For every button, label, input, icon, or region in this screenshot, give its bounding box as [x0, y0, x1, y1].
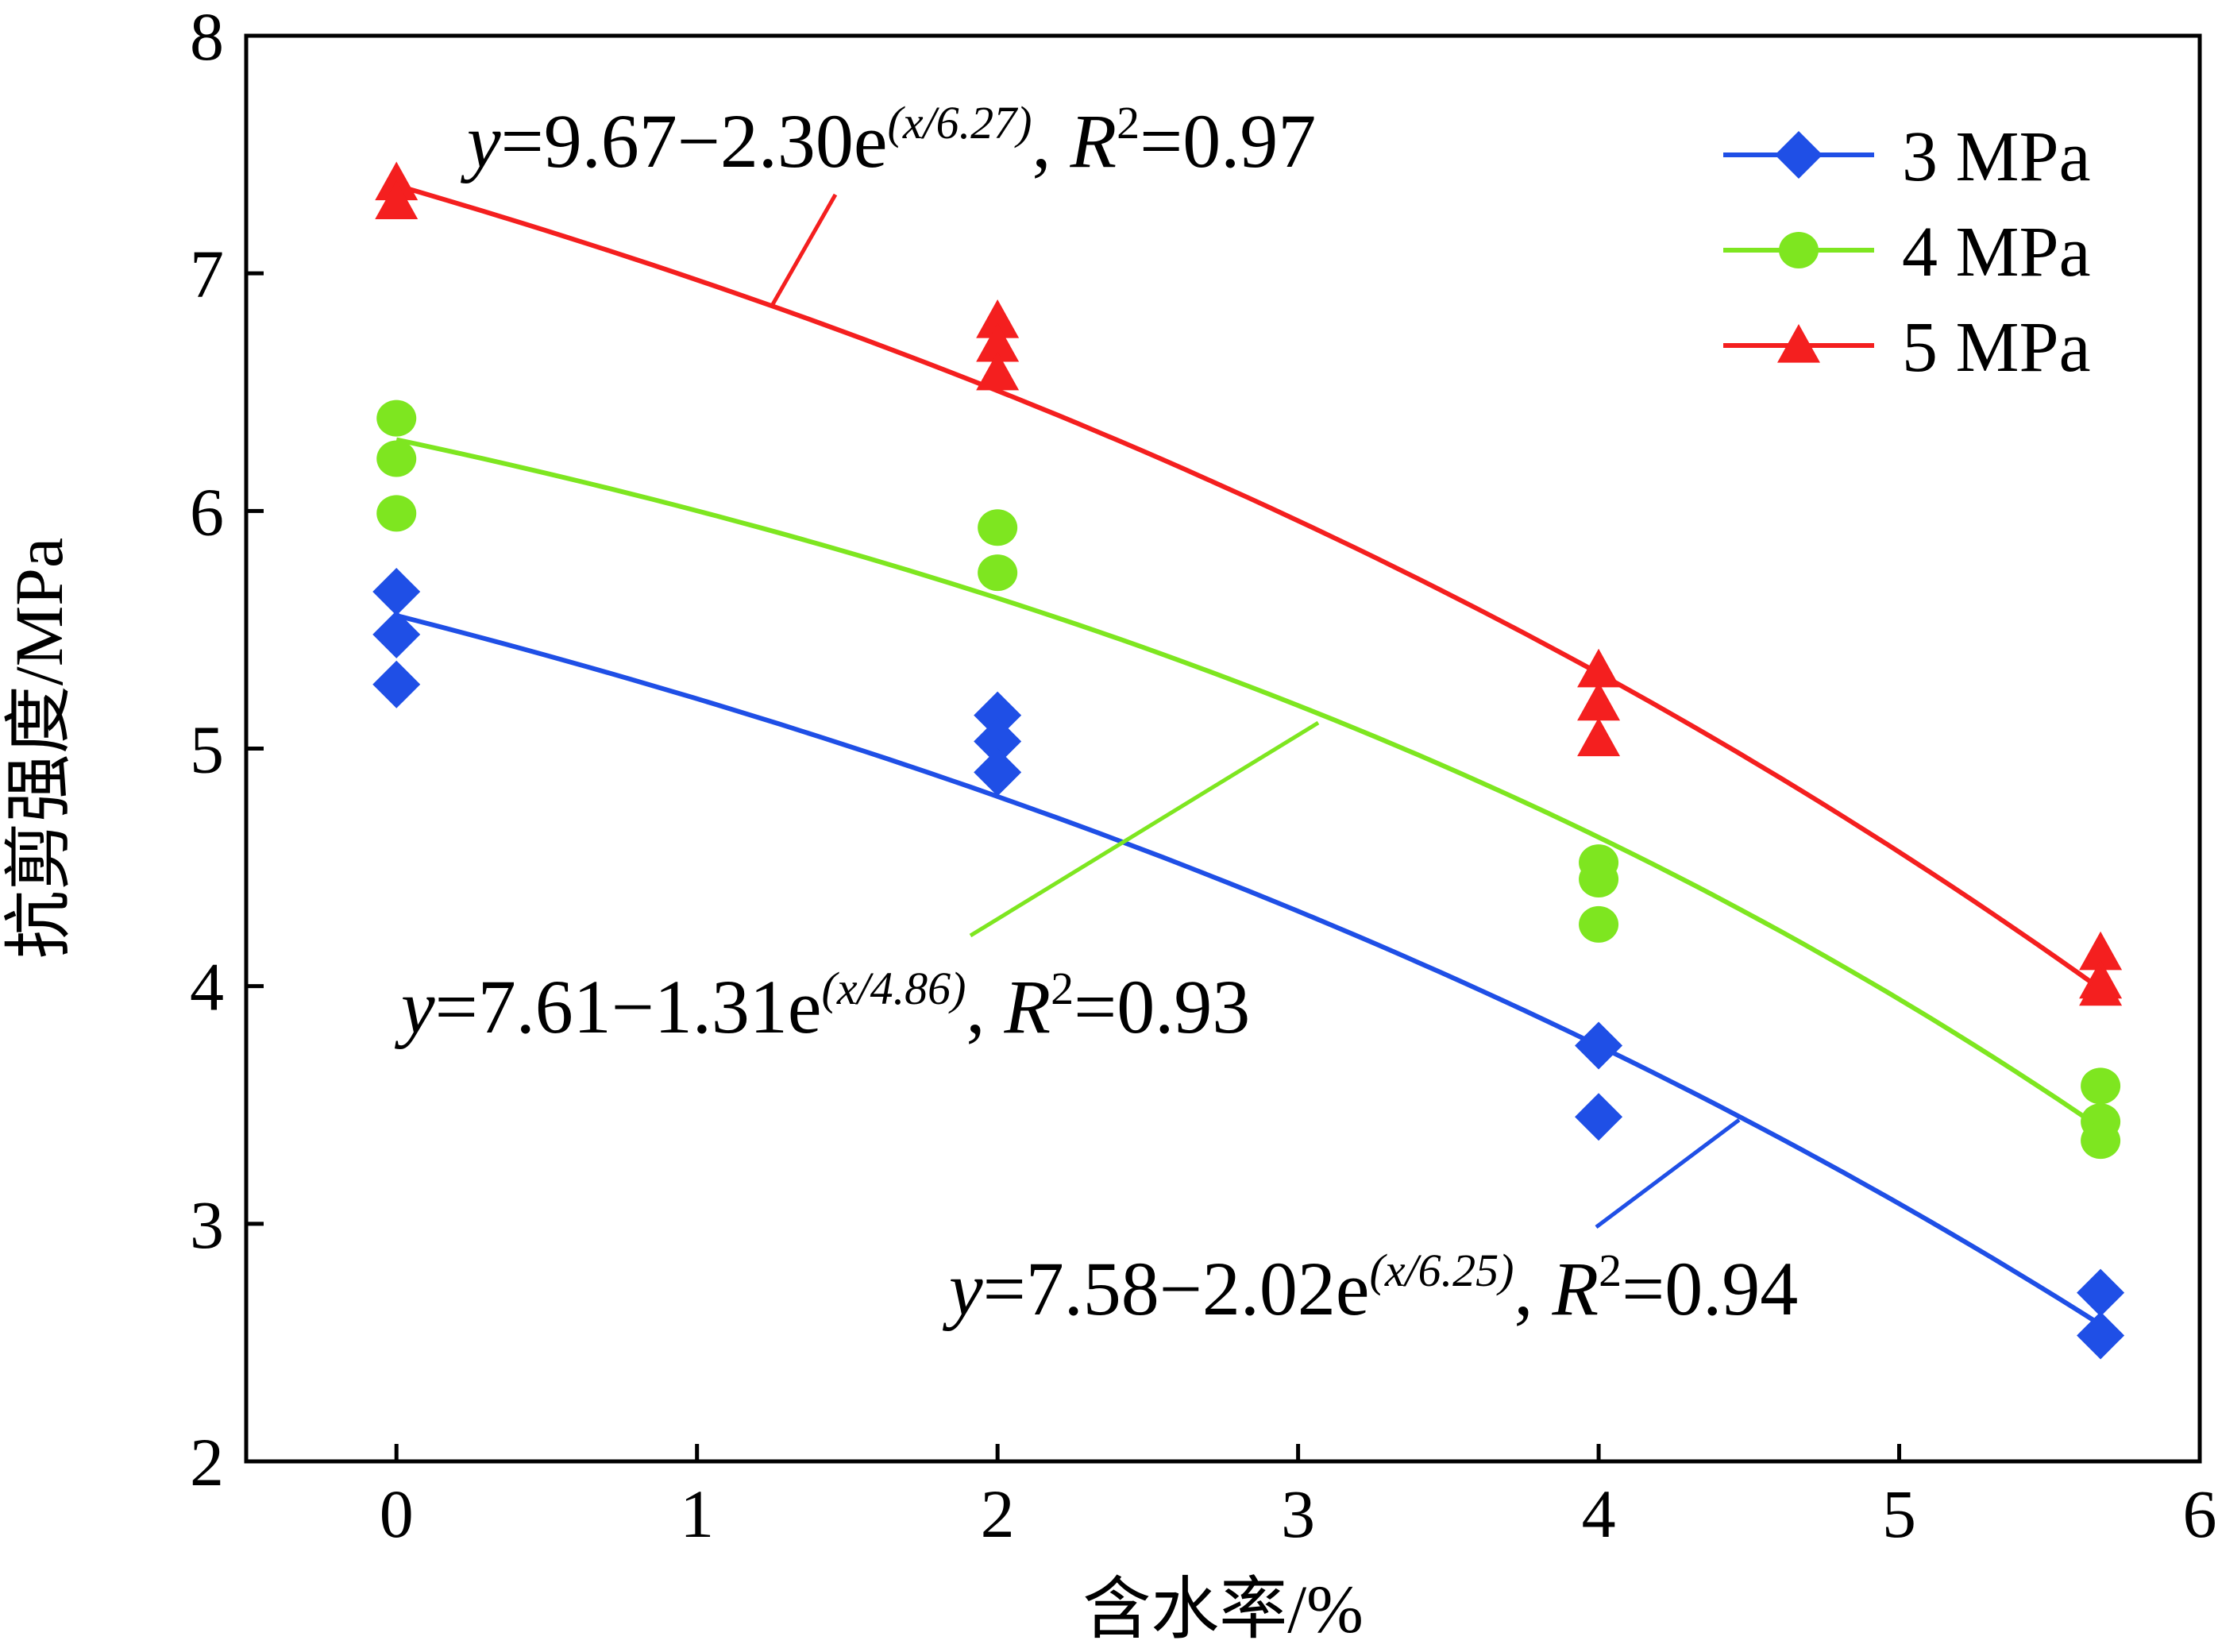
equation-part: y: [942, 1246, 983, 1331]
y-tick-label: 5: [190, 712, 224, 788]
data-point-4-mpa: [2081, 1122, 2121, 1160]
data-point-3-mpa: [974, 717, 1022, 766]
leader-line: [770, 193, 838, 307]
legend: 3 MPa 4 MPa 5 MPa: [1723, 118, 2091, 387]
axis-ticks: 0 1 2 3 4 5 6 2 3 4 5 6 7 8: [190, 0, 2217, 1552]
fit-equations: y=9.67−2.30e(x/6.27), R2=0.97y=7.61−1.31…: [394, 97, 1798, 1331]
x-axis-title: 含水率/%: [1082, 1571, 1364, 1647]
equation-part: =7.58−2.02e: [983, 1246, 1370, 1331]
data-point-5-mpa: [976, 299, 1020, 338]
data-point-5-mpa: [976, 322, 1020, 362]
y-tick-label: 3: [190, 1187, 224, 1263]
y-tick-label: 7: [190, 236, 224, 312]
data-point-3-mpa: [974, 748, 1022, 797]
fit-equation: y=9.67−2.30e(x/6.27), R2=0.97: [460, 97, 1316, 183]
equation-part: =0.94: [1622, 1246, 1798, 1331]
x-tick-label: 0: [380, 1476, 414, 1552]
equation-part: =7.61−1.31e: [435, 964, 822, 1049]
equation-part: =0.93: [1074, 964, 1250, 1049]
equation-leader-lines: [770, 193, 1741, 1229]
data-point-4-mpa: [1579, 861, 1619, 898]
data-point-5-mpa: [1577, 681, 1621, 721]
equation-part: R: [1552, 1246, 1599, 1331]
equation-part: 2: [1117, 97, 1140, 149]
fit-curve-4-mpa: [395, 437, 2102, 1130]
data-point-5-mpa: [375, 180, 419, 220]
equation-part: ,: [1514, 1246, 1553, 1331]
equation-part: (x/6.25): [1370, 1245, 1514, 1296]
equation-part: (x/4.86): [822, 963, 966, 1014]
data-point-3-mpa: [372, 568, 421, 616]
data-point-3-mpa: [1575, 1021, 1623, 1070]
equation-part: =0.97: [1140, 98, 1316, 183]
equation-part: y: [460, 98, 501, 183]
equation-part: (x/6.27): [888, 97, 1032, 149]
legend-marker-3-mpa: [1775, 131, 1823, 179]
equation-part: R: [1070, 98, 1117, 183]
fit-curve-3-mpa: [395, 613, 2102, 1327]
x-tick-label: 4: [1582, 1476, 1616, 1552]
data-points: [372, 161, 2125, 1360]
y-tick-label: 2: [190, 1424, 224, 1500]
data-point-5-mpa: [1577, 717, 1621, 757]
data-point-3-mpa: [1575, 1093, 1623, 1141]
x-tick-label: 3: [1281, 1476, 1315, 1552]
leader-line: [969, 720, 1320, 938]
equation-part: R: [1004, 964, 1051, 1049]
fit-curves: [395, 183, 2102, 1327]
data-point-4-mpa: [2081, 1067, 2121, 1105]
data-point-4-mpa: [978, 554, 1018, 592]
data-point-3-mpa: [372, 610, 421, 658]
legend-label-3-mpa: 3 MPa: [1902, 118, 2091, 196]
fit-equation: y=7.61−1.31e(x/4.86), R2=0.93: [394, 963, 1250, 1049]
legend-marker-4-mpa: [1779, 232, 1819, 268]
equation-part: ,: [1032, 98, 1070, 183]
leader-line: [1595, 1118, 1741, 1229]
data-point-4-mpa: [376, 495, 417, 532]
x-tick-label: 2: [981, 1476, 1015, 1552]
data-point-4-mpa: [978, 509, 1018, 546]
equation-part: 2: [1599, 1245, 1622, 1296]
fit-curve-5-mpa: [395, 183, 2102, 991]
x-tick-label: 6: [2183, 1476, 2217, 1552]
x-tick-label: 1: [680, 1476, 714, 1552]
fit-equation: y=7.58−2.02e(x/6.25), R2=0.94: [942, 1245, 1798, 1331]
data-point-5-mpa: [1577, 648, 1621, 688]
data-point-5-mpa: [2079, 931, 2123, 971]
equation-part: ,: [966, 964, 1005, 1049]
data-point-5-mpa: [2079, 967, 2123, 1006]
data-point-4-mpa: [376, 440, 417, 477]
equation-part: y: [394, 964, 435, 1049]
data-point-3-mpa: [372, 660, 421, 708]
y-axis-title: 抗剪强度/MPa: [1, 538, 77, 959]
y-tick-label: 4: [190, 949, 224, 1025]
data-point-5-mpa: [976, 351, 1020, 391]
y-tick-label: 8: [190, 0, 224, 75]
equation-part: =9.67−2.30e: [501, 98, 888, 183]
legend-marker-5-mpa: [1777, 324, 1820, 363]
x-tick-label: 5: [1882, 1476, 1916, 1552]
data-point-3-mpa: [974, 691, 1022, 739]
legend-label-4-mpa: 4 MPa: [1902, 213, 2091, 291]
data-point-4-mpa: [1579, 905, 1619, 943]
y-tick-label: 6: [190, 473, 224, 550]
equation-part: 2: [1051, 963, 1074, 1014]
legend-label-5-mpa: 5 MPa: [1902, 308, 2091, 387]
data-point-4-mpa: [376, 399, 417, 437]
data-point-3-mpa: [2077, 1268, 2125, 1317]
data-point-3-mpa: [2077, 1311, 2125, 1360]
